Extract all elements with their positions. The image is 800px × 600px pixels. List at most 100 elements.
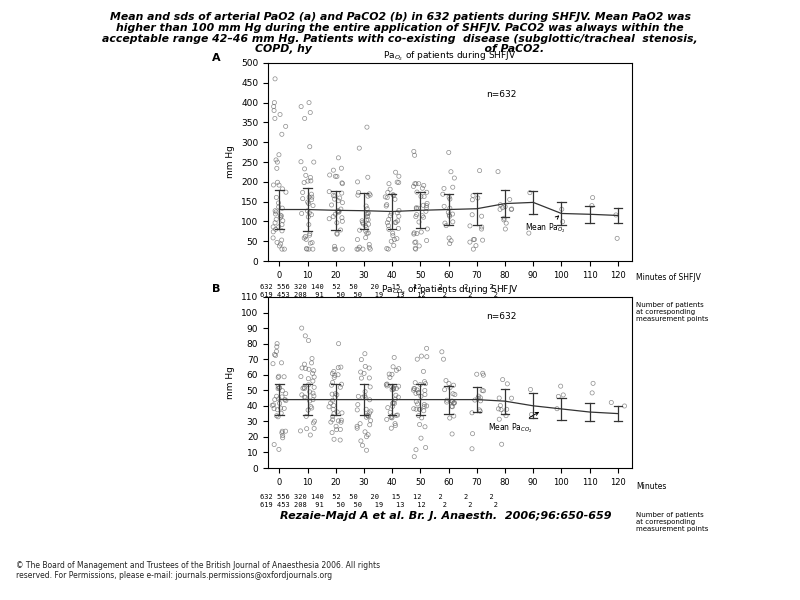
Point bbox=[331, 206, 344, 216]
Point bbox=[353, 143, 366, 153]
Point bbox=[275, 244, 288, 254]
Point bbox=[610, 233, 623, 243]
Point bbox=[354, 436, 367, 446]
Point bbox=[380, 380, 393, 389]
Point bbox=[298, 113, 311, 123]
Point bbox=[392, 382, 405, 391]
Point bbox=[500, 411, 513, 421]
Point bbox=[362, 208, 374, 218]
Point bbox=[276, 216, 289, 226]
Text: n=632: n=632 bbox=[486, 89, 517, 98]
Point bbox=[276, 386, 289, 395]
Point bbox=[440, 221, 453, 230]
Point bbox=[327, 404, 340, 414]
Point bbox=[392, 178, 405, 187]
Point bbox=[389, 421, 402, 430]
Point bbox=[448, 398, 461, 407]
Point bbox=[552, 392, 565, 401]
Point bbox=[415, 413, 428, 422]
Point bbox=[386, 370, 398, 379]
Point bbox=[390, 365, 403, 375]
Point bbox=[304, 238, 317, 248]
Point bbox=[327, 212, 340, 221]
Point bbox=[498, 214, 510, 223]
Point bbox=[419, 206, 432, 216]
Point bbox=[332, 206, 345, 215]
Point bbox=[418, 422, 431, 431]
Point bbox=[493, 393, 506, 403]
Point bbox=[270, 155, 282, 165]
Point bbox=[466, 408, 478, 418]
Point bbox=[270, 411, 283, 421]
Point bbox=[335, 415, 348, 425]
Point bbox=[476, 235, 489, 245]
Point bbox=[363, 408, 376, 418]
Point bbox=[270, 164, 283, 173]
Point bbox=[418, 192, 430, 202]
Point bbox=[407, 146, 420, 156]
Point bbox=[523, 188, 536, 197]
Point bbox=[361, 122, 374, 132]
Point bbox=[362, 209, 374, 218]
Point bbox=[274, 239, 287, 249]
Point bbox=[437, 190, 450, 199]
Point bbox=[270, 391, 283, 401]
Point bbox=[446, 209, 459, 219]
Point bbox=[605, 398, 618, 407]
Point bbox=[361, 212, 374, 221]
Point bbox=[299, 232, 312, 241]
Point bbox=[273, 383, 286, 393]
Point bbox=[302, 380, 315, 389]
Point bbox=[410, 244, 422, 254]
Point bbox=[269, 74, 282, 83]
Point bbox=[266, 359, 279, 368]
Point bbox=[409, 238, 422, 247]
Point bbox=[505, 394, 518, 403]
Point bbox=[302, 98, 315, 107]
Point bbox=[362, 363, 375, 373]
Point bbox=[274, 383, 286, 392]
Point bbox=[383, 373, 396, 382]
Point bbox=[463, 238, 476, 247]
Point bbox=[443, 413, 456, 423]
Point bbox=[266, 400, 278, 410]
Point bbox=[335, 379, 348, 389]
Point bbox=[494, 401, 506, 410]
Point bbox=[407, 383, 420, 393]
Point bbox=[476, 386, 489, 395]
Point bbox=[350, 422, 363, 431]
Point bbox=[390, 178, 403, 187]
Point bbox=[409, 378, 422, 388]
Point bbox=[522, 229, 535, 238]
Point bbox=[500, 218, 513, 228]
Point bbox=[550, 404, 563, 413]
Point bbox=[271, 405, 284, 415]
Point bbox=[359, 233, 372, 242]
Point bbox=[381, 244, 394, 253]
Text: Number of patients
at corresponding
measurement points: Number of patients at corresponding meas… bbox=[636, 512, 708, 532]
Point bbox=[298, 392, 310, 402]
Point bbox=[305, 401, 318, 411]
Point bbox=[362, 215, 374, 224]
Point bbox=[413, 217, 426, 227]
Point bbox=[358, 391, 371, 401]
Point bbox=[586, 388, 598, 398]
Point bbox=[410, 385, 423, 395]
Point bbox=[305, 190, 318, 199]
Point bbox=[442, 233, 455, 243]
Point bbox=[330, 421, 342, 431]
Point bbox=[384, 211, 397, 220]
Point bbox=[356, 216, 369, 226]
Point bbox=[477, 370, 490, 380]
Point bbox=[329, 389, 342, 398]
Point bbox=[384, 407, 397, 417]
Point bbox=[276, 431, 289, 440]
Point bbox=[279, 122, 292, 131]
Point bbox=[494, 200, 506, 209]
Point bbox=[386, 362, 399, 371]
Point bbox=[473, 405, 486, 415]
Point bbox=[414, 420, 426, 430]
Point bbox=[271, 157, 284, 167]
Point bbox=[446, 401, 458, 411]
Point bbox=[389, 194, 402, 204]
